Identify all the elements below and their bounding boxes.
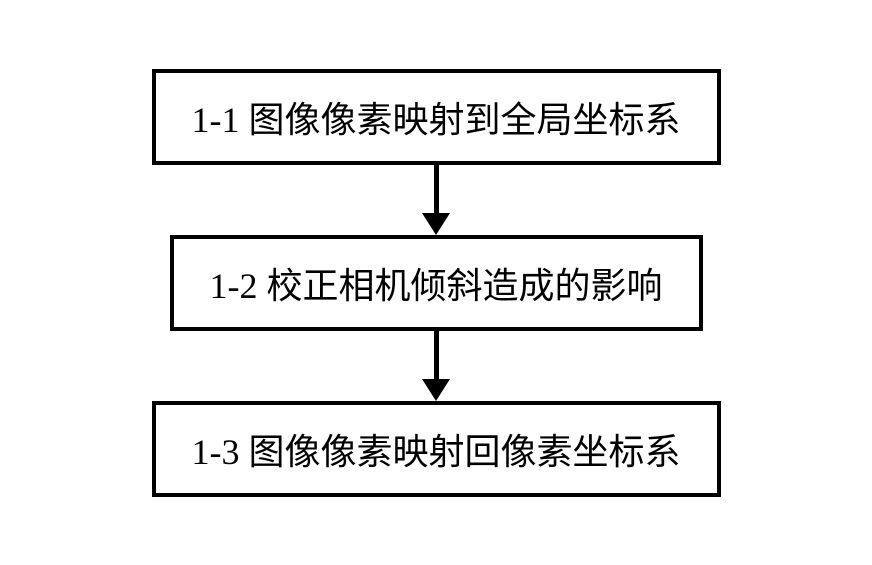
arrow-head-icon [422,213,450,235]
arrow-head-icon [422,379,450,401]
step-2-label: 1-2 校正相机倾斜造成的影响 [210,266,663,306]
flowchart-container: 1-1 图像像素映射到全局坐标系 1-2 校正相机倾斜造成的影响 1-3 图像像… [152,69,721,497]
arrow-line-icon [434,165,439,213]
step-3-label: 1-3 图像像素映射回像素坐标系 [192,432,681,472]
step-1-label: 1-1 图像像素映射到全局坐标系 [192,100,681,140]
arrow-1 [422,165,450,235]
arrow-line-icon [434,331,439,379]
flowchart-step-2: 1-2 校正相机倾斜造成的影响 [170,235,703,331]
flowchart-step-3: 1-3 图像像素映射回像素坐标系 [152,401,721,497]
arrow-2 [422,331,450,401]
flowchart-step-1: 1-1 图像像素映射到全局坐标系 [152,69,721,165]
